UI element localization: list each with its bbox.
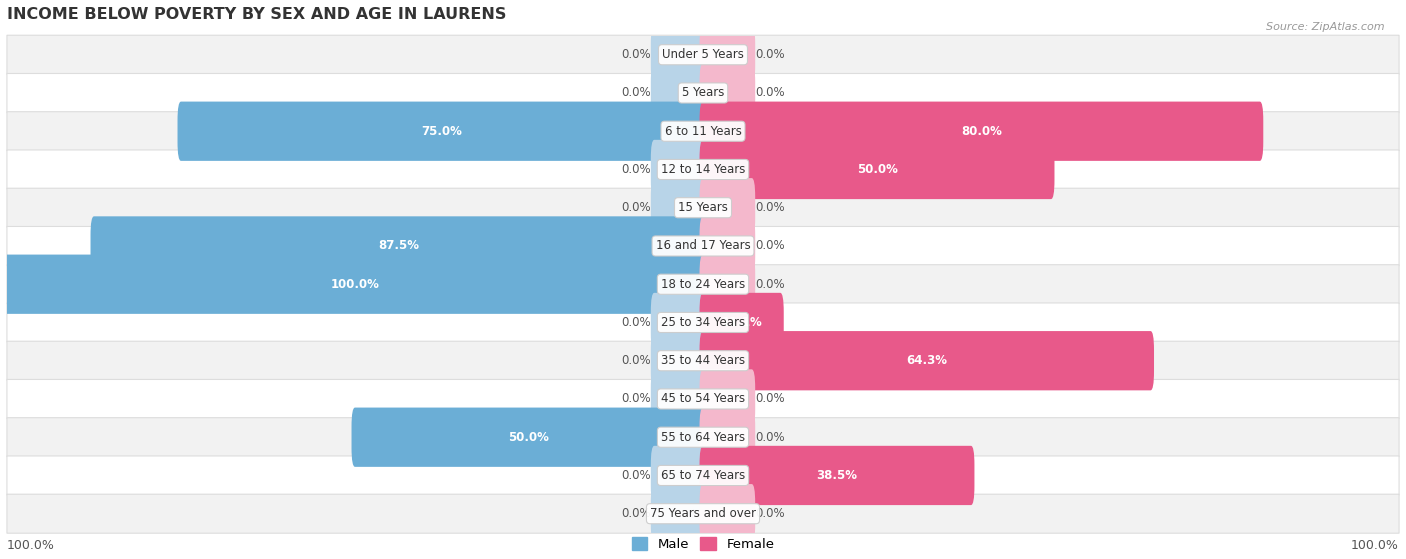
Text: 11.1%: 11.1% [721, 316, 762, 329]
FancyBboxPatch shape [700, 140, 1054, 199]
FancyBboxPatch shape [651, 369, 706, 429]
FancyBboxPatch shape [7, 418, 1399, 457]
Text: 75.0%: 75.0% [422, 125, 463, 138]
Text: 0.0%: 0.0% [755, 392, 785, 405]
FancyBboxPatch shape [7, 35, 1399, 74]
FancyBboxPatch shape [700, 369, 755, 429]
Text: 0.0%: 0.0% [755, 201, 785, 214]
FancyBboxPatch shape [7, 303, 1399, 342]
FancyBboxPatch shape [700, 63, 755, 122]
FancyBboxPatch shape [7, 380, 1399, 419]
FancyBboxPatch shape [700, 408, 755, 467]
FancyBboxPatch shape [7, 150, 1399, 189]
Text: 0.0%: 0.0% [621, 87, 651, 100]
FancyBboxPatch shape [4, 254, 706, 314]
Text: 0.0%: 0.0% [621, 469, 651, 482]
Text: 0.0%: 0.0% [621, 392, 651, 405]
FancyBboxPatch shape [700, 484, 755, 543]
Text: 64.3%: 64.3% [907, 354, 948, 367]
FancyBboxPatch shape [651, 484, 706, 543]
Text: 0.0%: 0.0% [621, 507, 651, 520]
FancyBboxPatch shape [7, 188, 1399, 227]
FancyBboxPatch shape [700, 25, 755, 84]
Text: 0.0%: 0.0% [621, 316, 651, 329]
Text: 5 Years: 5 Years [682, 87, 724, 100]
FancyBboxPatch shape [651, 63, 706, 122]
Text: 0.0%: 0.0% [621, 48, 651, 61]
Text: 15 Years: 15 Years [678, 201, 728, 214]
Text: 50.0%: 50.0% [509, 430, 550, 444]
Text: 65 to 74 Years: 65 to 74 Years [661, 469, 745, 482]
Text: 100.0%: 100.0% [7, 538, 55, 552]
Text: 100.0%: 100.0% [330, 278, 380, 291]
FancyBboxPatch shape [700, 102, 1263, 161]
FancyBboxPatch shape [700, 446, 974, 505]
FancyBboxPatch shape [7, 265, 1399, 304]
Text: 0.0%: 0.0% [755, 430, 785, 444]
Text: 18 to 24 Years: 18 to 24 Years [661, 278, 745, 291]
Text: 0.0%: 0.0% [621, 163, 651, 176]
Text: Source: ZipAtlas.com: Source: ZipAtlas.com [1267, 22, 1385, 32]
Text: 55 to 64 Years: 55 to 64 Years [661, 430, 745, 444]
Text: 6 to 11 Years: 6 to 11 Years [665, 125, 741, 138]
Text: 0.0%: 0.0% [755, 507, 785, 520]
FancyBboxPatch shape [700, 293, 783, 352]
FancyBboxPatch shape [651, 140, 706, 199]
Text: 100.0%: 100.0% [1351, 538, 1399, 552]
FancyBboxPatch shape [700, 216, 755, 276]
FancyBboxPatch shape [651, 446, 706, 505]
FancyBboxPatch shape [7, 73, 1399, 112]
FancyBboxPatch shape [7, 226, 1399, 266]
Text: INCOME BELOW POVERTY BY SEX AND AGE IN LAURENS: INCOME BELOW POVERTY BY SEX AND AGE IN L… [7, 7, 506, 22]
Text: 80.0%: 80.0% [960, 125, 1002, 138]
FancyBboxPatch shape [700, 331, 1154, 390]
FancyBboxPatch shape [651, 25, 706, 84]
Text: 0.0%: 0.0% [755, 239, 785, 253]
Text: 12 to 14 Years: 12 to 14 Years [661, 163, 745, 176]
FancyBboxPatch shape [651, 178, 706, 238]
Legend: Male, Female: Male, Female [626, 531, 780, 556]
FancyBboxPatch shape [7, 112, 1399, 151]
FancyBboxPatch shape [700, 178, 755, 238]
Text: 0.0%: 0.0% [755, 278, 785, 291]
FancyBboxPatch shape [7, 456, 1399, 495]
Text: 25 to 34 Years: 25 to 34 Years [661, 316, 745, 329]
Text: 45 to 54 Years: 45 to 54 Years [661, 392, 745, 405]
Text: 0.0%: 0.0% [621, 354, 651, 367]
FancyBboxPatch shape [7, 341, 1399, 380]
Text: 38.5%: 38.5% [817, 469, 858, 482]
Text: 0.0%: 0.0% [621, 201, 651, 214]
FancyBboxPatch shape [651, 293, 706, 352]
FancyBboxPatch shape [651, 331, 706, 390]
FancyBboxPatch shape [7, 494, 1399, 533]
Text: 87.5%: 87.5% [378, 239, 419, 253]
FancyBboxPatch shape [700, 254, 755, 314]
Text: 0.0%: 0.0% [755, 87, 785, 100]
FancyBboxPatch shape [352, 408, 706, 467]
Text: 16 and 17 Years: 16 and 17 Years [655, 239, 751, 253]
FancyBboxPatch shape [177, 102, 706, 161]
FancyBboxPatch shape [90, 216, 706, 276]
Text: Under 5 Years: Under 5 Years [662, 48, 744, 61]
Text: 75 Years and over: 75 Years and over [650, 507, 756, 520]
Text: 0.0%: 0.0% [755, 48, 785, 61]
Text: 35 to 44 Years: 35 to 44 Years [661, 354, 745, 367]
Text: 50.0%: 50.0% [856, 163, 897, 176]
